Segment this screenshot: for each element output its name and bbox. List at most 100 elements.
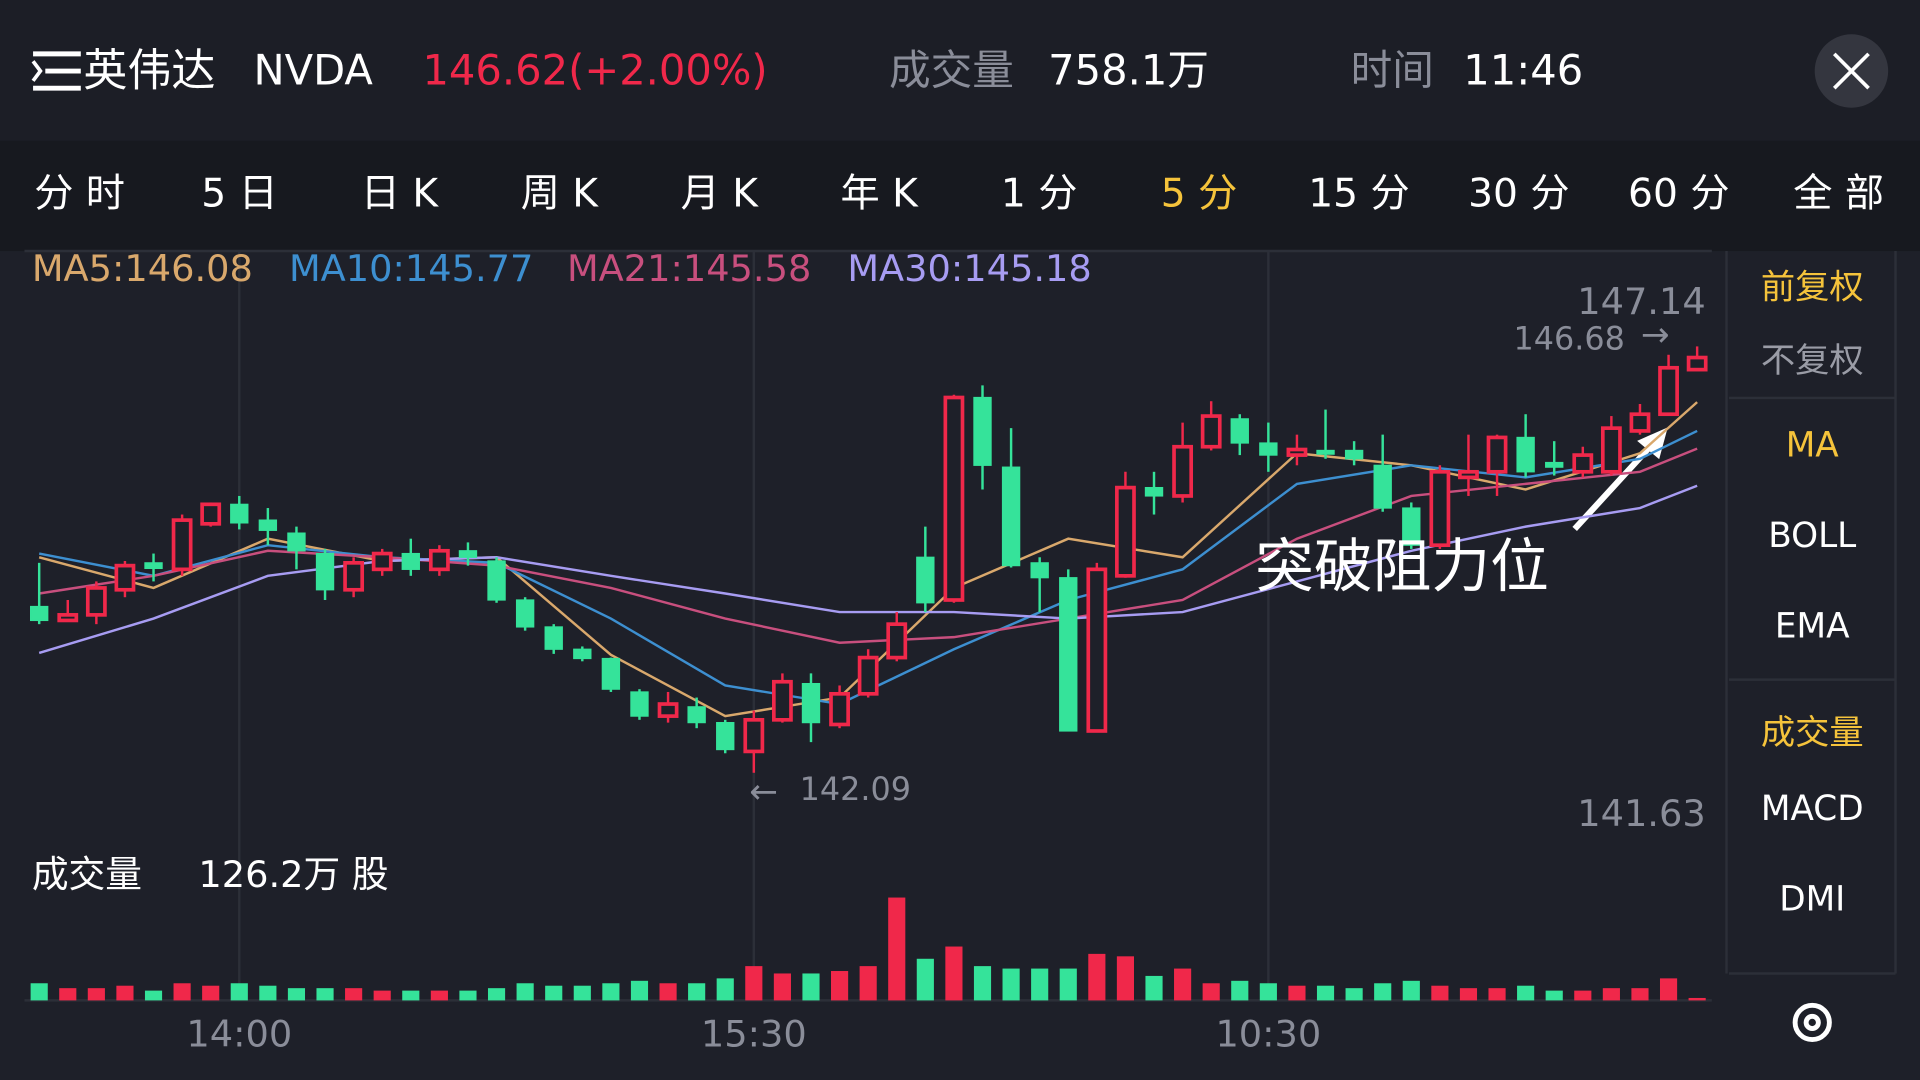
volume-bar [1459,988,1478,1001]
tab[interactable]: 15 分 [1308,171,1409,216]
candle-body [1429,469,1451,548]
candle-body [1172,444,1194,498]
volume-bar [688,983,706,1001]
candle-body [1030,562,1049,579]
candle-body [630,691,649,717]
volume-bar [888,897,906,1001]
volume-bar [316,988,334,1001]
candle-body [973,396,992,466]
tab[interactable]: 年 K [841,171,920,216]
candle-body [916,556,935,604]
volume-bar [831,971,849,1001]
volume-bar [859,966,877,1001]
sidebar-item[interactable]: DMI [1779,880,1845,920]
candle-body [943,395,965,602]
candle-body [801,682,821,724]
tab[interactable]: 5 分 [1161,171,1238,216]
volume-bar [1688,997,1706,1001]
header-bar [0,0,1920,141]
candle-body [315,552,335,591]
volume-bar [1002,968,1020,1001]
volume-bar [1374,983,1392,1001]
sidebar-item[interactable]: 前复权 [1761,267,1864,307]
settings-icon[interactable] [1792,1002,1832,1043]
tab[interactable]: 1 分 [1001,171,1078,216]
stock-name: 英伟达 [83,45,215,96]
volume-bar [630,980,649,1001]
volume-bar [287,988,306,1001]
x-tick-label: 15:30 [701,1012,807,1055]
candle-body [171,518,193,572]
stock-symbol: NVDA [253,45,373,94]
tab[interactable]: 周 K [521,171,600,216]
volume-value: 126.2万 股 [198,853,388,896]
tab[interactable]: 30 分 [1468,171,1569,216]
menu-icon[interactable] [31,51,81,91]
candle-body [144,562,163,570]
volume-bar [430,990,448,1001]
candle-body [230,503,249,524]
candle-body [1373,464,1392,509]
legend-entry: MA5:146.08 [32,247,253,290]
sidebar-item[interactable]: EMA [1775,607,1850,647]
volume-bar [716,978,734,1001]
tab[interactable]: 60 分 [1628,171,1729,216]
volume-bar [402,990,420,1001]
tab[interactable]: 分 时 [34,171,125,216]
volume-bar [1316,985,1335,1001]
x-tick-label: 10:30 [1215,1012,1321,1055]
volume-bar [116,985,134,1001]
volume-bar [1059,968,1077,1001]
sidebar-item[interactable]: BOLL [1768,516,1856,556]
tab[interactable]: 5 日 [201,171,278,216]
volume-bar [487,988,506,1001]
legend-entry: MA10:145.77 [289,247,533,290]
volume-bar [773,973,791,1001]
low-arrow: ← [749,772,778,812]
tab[interactable]: 全 部 [1793,171,1884,216]
high-arrow: → [1641,315,1670,355]
low-label: 142.09 [800,770,911,808]
volume-bar [1659,978,1678,1001]
volume-bar [373,990,391,1001]
candle-body [1402,507,1421,546]
candle-body [1686,355,1708,372]
volume-value: 758.1万 [1048,45,1209,94]
legend-entry: MA30:145.18 [847,247,1091,290]
close-button[interactable] [1814,34,1889,108]
candle-body [1115,485,1136,578]
candle-body [200,502,222,526]
candle-body [1086,567,1108,733]
tab[interactable]: 月 K [681,171,760,216]
candle-body [1629,412,1651,433]
candle-body [716,722,735,751]
sidebar-item[interactable]: MA [1786,425,1840,465]
volume-bar [573,985,591,1001]
volume-bar [87,988,105,1001]
candle-body [886,622,908,660]
candle-body [1259,442,1278,456]
candle-body [287,532,306,552]
candle-body [57,613,79,623]
sidebar-panel [1725,251,1897,975]
candle-body [371,551,393,572]
volume-bar [1031,968,1049,1001]
tab[interactable]: 日 K [361,171,440,216]
candle-body [515,599,535,628]
candle-body [428,548,450,572]
candle-body [1230,418,1249,444]
candle-body [1486,435,1508,474]
volume-bar [1259,983,1277,1001]
volume-bar [1517,985,1535,1001]
volume-bar [144,990,163,1001]
sidebar-item[interactable]: 成交量 [1761,713,1864,753]
candle-body [114,563,136,592]
sidebar-item[interactable]: 不复权 [1761,341,1864,381]
candle-body [458,550,478,558]
candle-body [544,626,563,650]
sidebar-item[interactable]: MACD [1761,789,1864,829]
candle-body [85,586,107,617]
volume-bar [59,988,77,1001]
